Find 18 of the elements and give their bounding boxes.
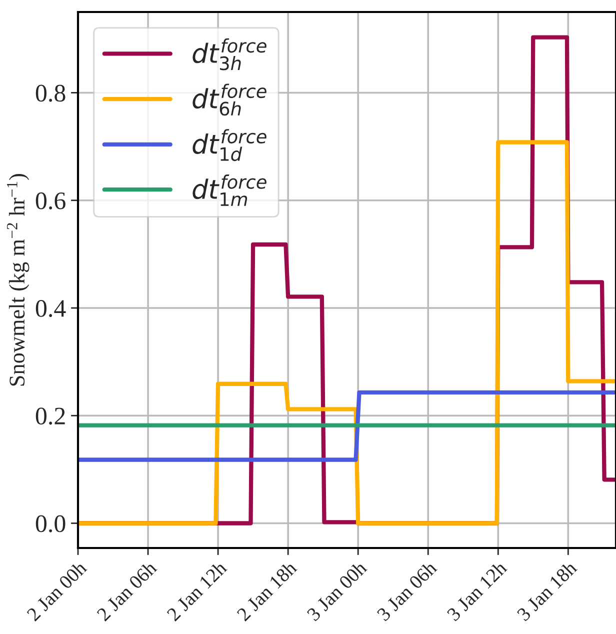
- legend-label: dt$^{force}$$_{3h}$: [192, 38, 266, 70]
- x-tick-label: 2 Jan 00h: [26, 560, 88, 622]
- y-tick-label: 0.4: [36, 300, 66, 318]
- x-tick-label: 3 Jan 06h: [376, 560, 438, 622]
- x-tick-label: 2 Jan 06h: [96, 560, 158, 622]
- y-tick-label: 0.8: [36, 84, 66, 102]
- x-tick-label: 2 Jan 18h: [236, 560, 298, 622]
- y-tick-label: 0.0: [36, 515, 66, 532]
- legend-label: dt$^{force}$$_{1m}$: [192, 174, 266, 206]
- legend-label: dt$^{force}$$_{1d}$: [192, 129, 266, 162]
- y-tick-label: 0.2: [36, 408, 65, 425]
- x-tick-label: 2 Jan 12h: [166, 560, 228, 622]
- x-tick-label: 3 Jan 12h: [446, 560, 508, 622]
- y-axis-title: Snowmelt (kg m$^{−2}$ hr$^{−1}$): [6, 174, 30, 386]
- x-tick-label: 3 Jan 00h: [306, 560, 368, 622]
- y-tick-label: 0.6: [36, 192, 66, 210]
- legend-label: dt$^{force}$$_{6h}$: [192, 84, 266, 116]
- x-tick-label: 3 Jan 18h: [516, 560, 578, 622]
